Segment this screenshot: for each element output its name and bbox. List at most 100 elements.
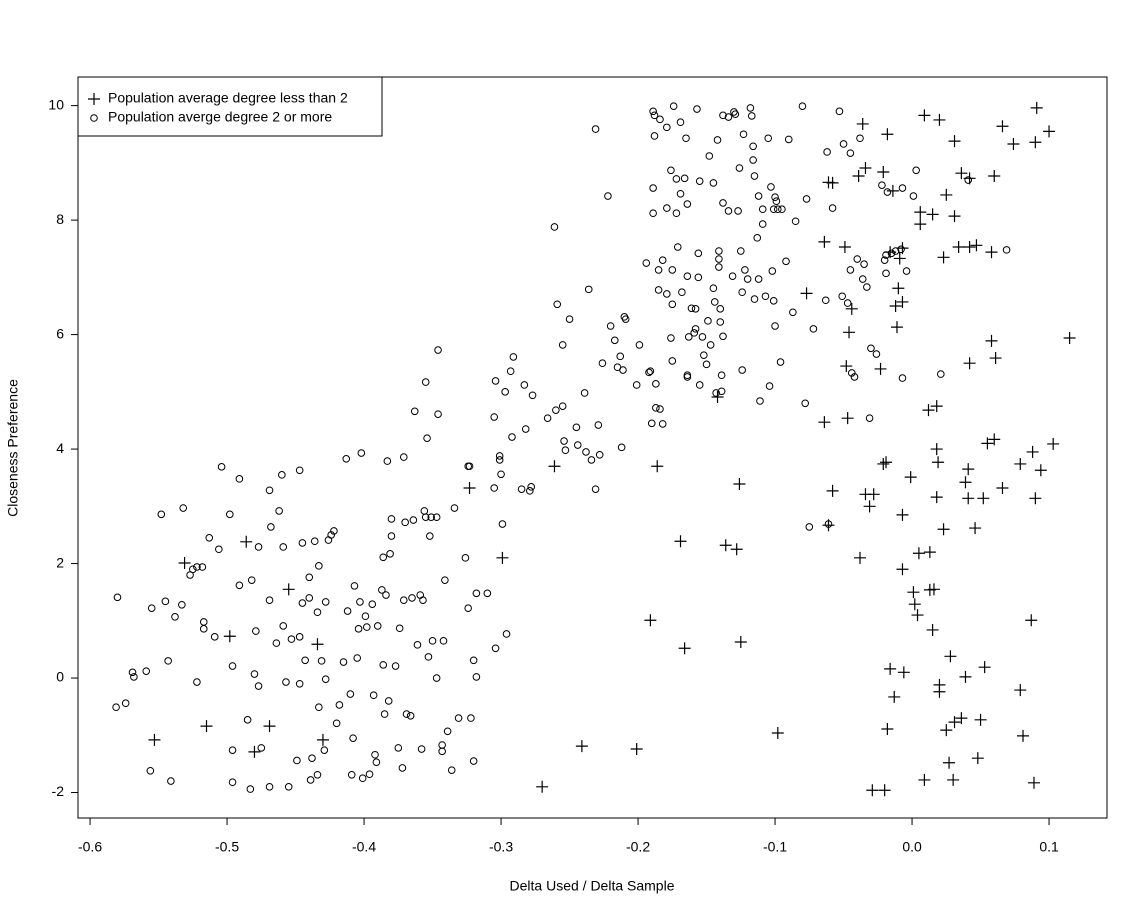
plus-point (904, 471, 917, 484)
plus-point (932, 456, 945, 469)
circle-point (491, 377, 500, 385)
circle-point (399, 453, 408, 461)
plus-point (877, 457, 890, 470)
circle-point (252, 627, 260, 635)
circle-point (441, 576, 449, 584)
plus-point (918, 773, 931, 786)
circle-point (491, 644, 500, 653)
plus-point (463, 481, 476, 494)
circle-point (410, 407, 419, 416)
circle-point (167, 777, 175, 785)
x-tick-label: -0.6 (78, 839, 102, 855)
y-tick-label: 6 (56, 325, 64, 341)
circle-point (739, 130, 748, 139)
circle-point (867, 344, 875, 353)
circle-point (558, 341, 567, 349)
circle-point (469, 656, 478, 665)
circle-point (427, 513, 435, 521)
plus-point (1063, 332, 1076, 345)
plus-point (962, 492, 975, 505)
circle-point (710, 298, 719, 306)
circle-point (712, 389, 720, 397)
circle-point (898, 374, 907, 382)
circle-point (771, 193, 779, 202)
circle-point (217, 463, 226, 471)
plus-point (948, 135, 961, 148)
plus-point (948, 210, 961, 223)
circle-point (860, 260, 868, 268)
plus-point (933, 113, 946, 126)
circle-point (417, 745, 426, 753)
plus-point (881, 128, 894, 141)
circle-point (406, 712, 415, 720)
plus-point (978, 661, 991, 674)
x-tick-label: -0.2 (626, 839, 650, 855)
circle-point (598, 359, 607, 368)
circle-point (778, 205, 786, 214)
circle-point (652, 380, 660, 388)
circle-point (327, 531, 335, 539)
circle-point (700, 351, 708, 359)
plus-point (963, 357, 976, 370)
plus-point (948, 716, 961, 729)
circle-point (497, 470, 505, 479)
plus-point (962, 463, 975, 476)
circle-point (461, 554, 470, 562)
circle-point (257, 744, 266, 752)
y-axis-label: Closeness Preference (5, 379, 21, 517)
plus-point (981, 437, 994, 450)
circle-point (715, 247, 723, 255)
circle-point (791, 217, 800, 226)
plus-point (263, 720, 276, 733)
circle-point (278, 471, 286, 479)
circle-point (621, 315, 630, 323)
circle-point (604, 192, 612, 200)
plus-point (985, 334, 998, 347)
plus-point (963, 241, 976, 254)
circle-point (447, 766, 456, 775)
circle-point (357, 449, 366, 457)
plus-point (884, 662, 897, 675)
plus-point (896, 295, 909, 308)
circle-point (413, 641, 422, 649)
circle-point (789, 308, 797, 317)
circle-point (768, 267, 777, 275)
circle-point (705, 152, 714, 160)
plus-point (248, 745, 261, 758)
circle-point (897, 245, 905, 254)
plus-point (943, 756, 956, 769)
y-tick-label: 0 (56, 669, 64, 685)
plus-point (1029, 136, 1042, 149)
x-tick-label: -0.4 (352, 839, 376, 855)
plus-point (977, 492, 990, 505)
circle-point (432, 674, 441, 682)
circle-point (526, 487, 534, 495)
circle-point (580, 389, 589, 397)
circle-point (719, 111, 727, 120)
plus-point (852, 170, 865, 183)
circle-point (349, 734, 357, 742)
circle-point (384, 697, 393, 705)
circle-point (878, 181, 886, 189)
circle-point (882, 269, 890, 278)
plus-point (719, 539, 732, 552)
plus-point (730, 543, 743, 556)
circle-point (419, 596, 427, 604)
circle-point (391, 662, 400, 670)
circle-point (395, 624, 404, 633)
plus-point (148, 733, 161, 746)
circle-point (347, 770, 356, 779)
circle-point (272, 639, 281, 647)
plus-point (912, 547, 925, 560)
circle-point (130, 673, 138, 681)
circle-point (912, 166, 920, 175)
circle-point (649, 184, 657, 192)
plus-point (969, 522, 982, 535)
circle-point (379, 553, 388, 562)
y-tick-label: 10 (48, 96, 64, 112)
circle-point (490, 413, 499, 421)
circle-point (443, 727, 452, 736)
circle-point (321, 675, 330, 683)
circle-point (709, 179, 718, 187)
plus-point (845, 302, 858, 315)
